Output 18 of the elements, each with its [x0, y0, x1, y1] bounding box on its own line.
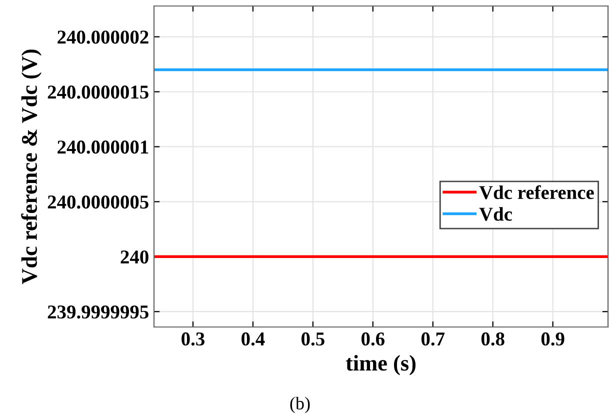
y-tick-label: 240.0000015 [48, 86, 148, 99]
y-tick-label: 240.000001 [58, 140, 148, 154]
x-tick-label: 0.5 [302, 332, 324, 346]
legend-label: Vdc reference [479, 185, 594, 200]
x-tick-label: 0.3 [182, 332, 204, 346]
y-tick-label: 240.0000005 [48, 195, 148, 209]
x-tick-label: 0.6 [361, 332, 384, 346]
x-axis-title: time (s) [346, 355, 416, 376]
y-tick-label: 240.000002 [58, 30, 148, 44]
text: (b) [290, 396, 310, 414]
x-tick-label: 0.7 [421, 332, 445, 346]
y-tick-label: 239.9999995 [48, 305, 148, 319]
x-tick-label: 0.4 [242, 332, 265, 346]
legend-label: Vdc [479, 207, 512, 221]
x-tick-label: 0.9 [541, 332, 564, 346]
x-tick-label: 0.8 [481, 332, 504, 346]
y-tick-label: 240 [120, 250, 148, 264]
y-axis-title: Vdc reference & Vdc (V) [21, 50, 42, 284]
